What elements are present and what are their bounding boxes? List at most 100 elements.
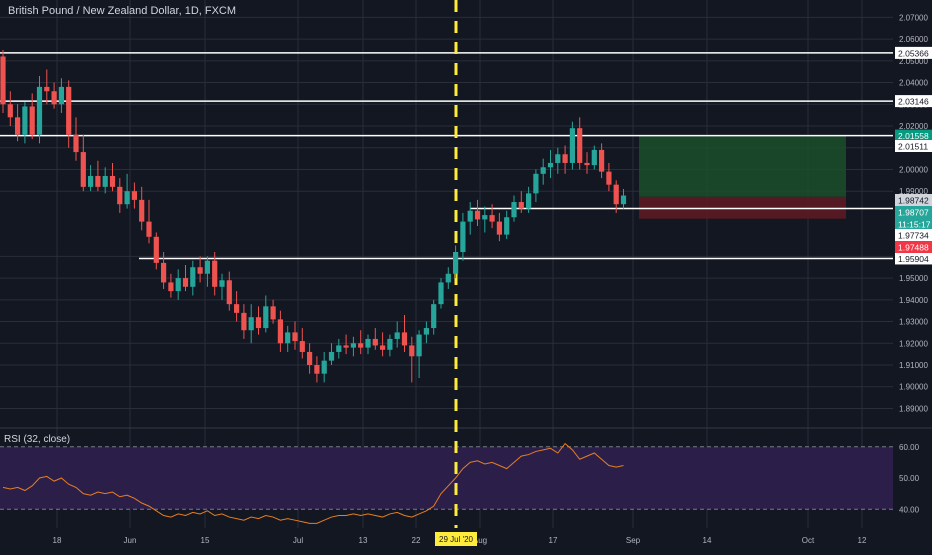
candle-body xyxy=(219,280,225,287)
candle-body xyxy=(190,267,196,287)
candle-body xyxy=(394,332,400,339)
level-price-label: 2.05366 xyxy=(898,48,929,58)
price-label-box xyxy=(895,129,932,142)
price-label-stop_red: 1.97488 xyxy=(898,243,929,253)
price-tick-label: 1.99000 xyxy=(899,187,928,196)
candle-body xyxy=(292,332,298,342)
candle-body xyxy=(496,221,502,235)
time-tick-label: 12 xyxy=(858,536,867,545)
price-tick-label: 2.00000 xyxy=(899,165,928,174)
candle-body xyxy=(613,184,619,205)
candle-body xyxy=(7,104,13,118)
candle-body xyxy=(467,210,473,222)
date-marker-label: 29 Jul '20 xyxy=(439,535,474,544)
candle-body xyxy=(555,154,561,163)
time-tick-label: 18 xyxy=(53,536,62,545)
candle-body xyxy=(453,252,459,274)
candle-body xyxy=(212,260,218,287)
candle-body xyxy=(124,191,130,205)
price-tick-label: 1.94000 xyxy=(899,296,928,305)
level-price-label: 1.95904 xyxy=(898,254,929,264)
candle-body xyxy=(307,351,313,365)
rsi-line xyxy=(2,442,624,524)
candle-body xyxy=(569,128,575,163)
candle-body xyxy=(197,267,203,274)
rsi-tick-label: 40.00 xyxy=(899,505,920,514)
rsi-band xyxy=(0,446,893,510)
candle-body xyxy=(482,215,488,220)
price-label-box xyxy=(895,252,932,265)
time-tick-label: 15 xyxy=(201,536,210,545)
candle-body xyxy=(0,56,6,105)
rsi-tick-label: 60.00 xyxy=(899,443,920,452)
time-tick-label: 17 xyxy=(549,536,558,545)
candle-body xyxy=(599,149,605,172)
level-price-label: 2.01558 xyxy=(898,131,929,141)
candle-body xyxy=(88,175,94,187)
candle-body xyxy=(95,175,101,187)
time-tick-label: 13 xyxy=(359,536,368,545)
price-tick-label: 1.90000 xyxy=(899,383,928,392)
candle-body xyxy=(109,175,116,187)
candle-body xyxy=(161,262,167,283)
candle-body xyxy=(489,215,495,222)
candle-body xyxy=(504,217,510,235)
candle-body xyxy=(263,306,269,329)
candle-body xyxy=(58,86,64,105)
candle-body xyxy=(285,332,291,344)
price-tick-label: 2.06000 xyxy=(899,35,928,44)
candle-body xyxy=(387,338,393,350)
price-tick-label: 1.89000 xyxy=(899,404,928,413)
candle-body xyxy=(168,282,174,292)
candle-body xyxy=(460,221,466,253)
time-tick-label: Oct xyxy=(802,536,815,545)
candle-body xyxy=(350,343,356,348)
candle-body xyxy=(314,364,320,374)
candle-body xyxy=(44,86,50,92)
candle-body xyxy=(255,317,262,329)
candle-body xyxy=(36,86,43,135)
price-label-target: 2.01511 xyxy=(898,142,928,152)
candle-body xyxy=(15,117,21,135)
candle-body xyxy=(321,360,327,374)
target-zone xyxy=(639,135,846,197)
candle-body xyxy=(584,162,590,166)
price-label-countdown: 11:15:17 xyxy=(898,220,931,230)
chart-title: British Pound / New Zealand Dollar, 1D, … xyxy=(8,5,237,17)
time-tick-label: 14 xyxy=(703,536,712,545)
time-tick-label: 22 xyxy=(412,536,421,545)
candle-body xyxy=(299,341,305,352)
candle-body xyxy=(533,173,539,194)
candle-body xyxy=(540,167,546,174)
candle-body xyxy=(234,304,240,313)
candle-body xyxy=(409,345,415,357)
price-tick-label: 1.92000 xyxy=(899,339,928,348)
candle-body xyxy=(380,345,386,350)
candle-body xyxy=(401,332,408,346)
time-tick-label: Jun xyxy=(124,536,137,545)
price-label-stop: 1.97734 xyxy=(898,231,929,241)
candle-body xyxy=(204,260,210,274)
candle-body xyxy=(139,199,145,222)
price-tick-label: 1.95000 xyxy=(899,274,928,283)
candle-body xyxy=(175,278,181,292)
candle-body xyxy=(620,195,627,205)
candle-body xyxy=(336,345,342,352)
price-label-box xyxy=(895,218,932,230)
candle-body xyxy=(511,202,517,218)
candle-body xyxy=(358,343,364,348)
candle-body xyxy=(277,319,283,344)
candle-body xyxy=(248,317,254,331)
candle-body xyxy=(51,91,57,105)
price-label-last: 1.98707 xyxy=(898,208,929,218)
candle-body xyxy=(547,162,554,168)
candle-body xyxy=(22,106,28,135)
candle-body xyxy=(577,128,583,163)
price-label-box xyxy=(895,140,932,152)
price-tick-label: 1.91000 xyxy=(899,361,928,370)
time-tick-label: Sep xyxy=(626,536,641,545)
price-tick-label: 2.04000 xyxy=(899,79,928,88)
level-price-label: 2.03146 xyxy=(898,97,929,107)
